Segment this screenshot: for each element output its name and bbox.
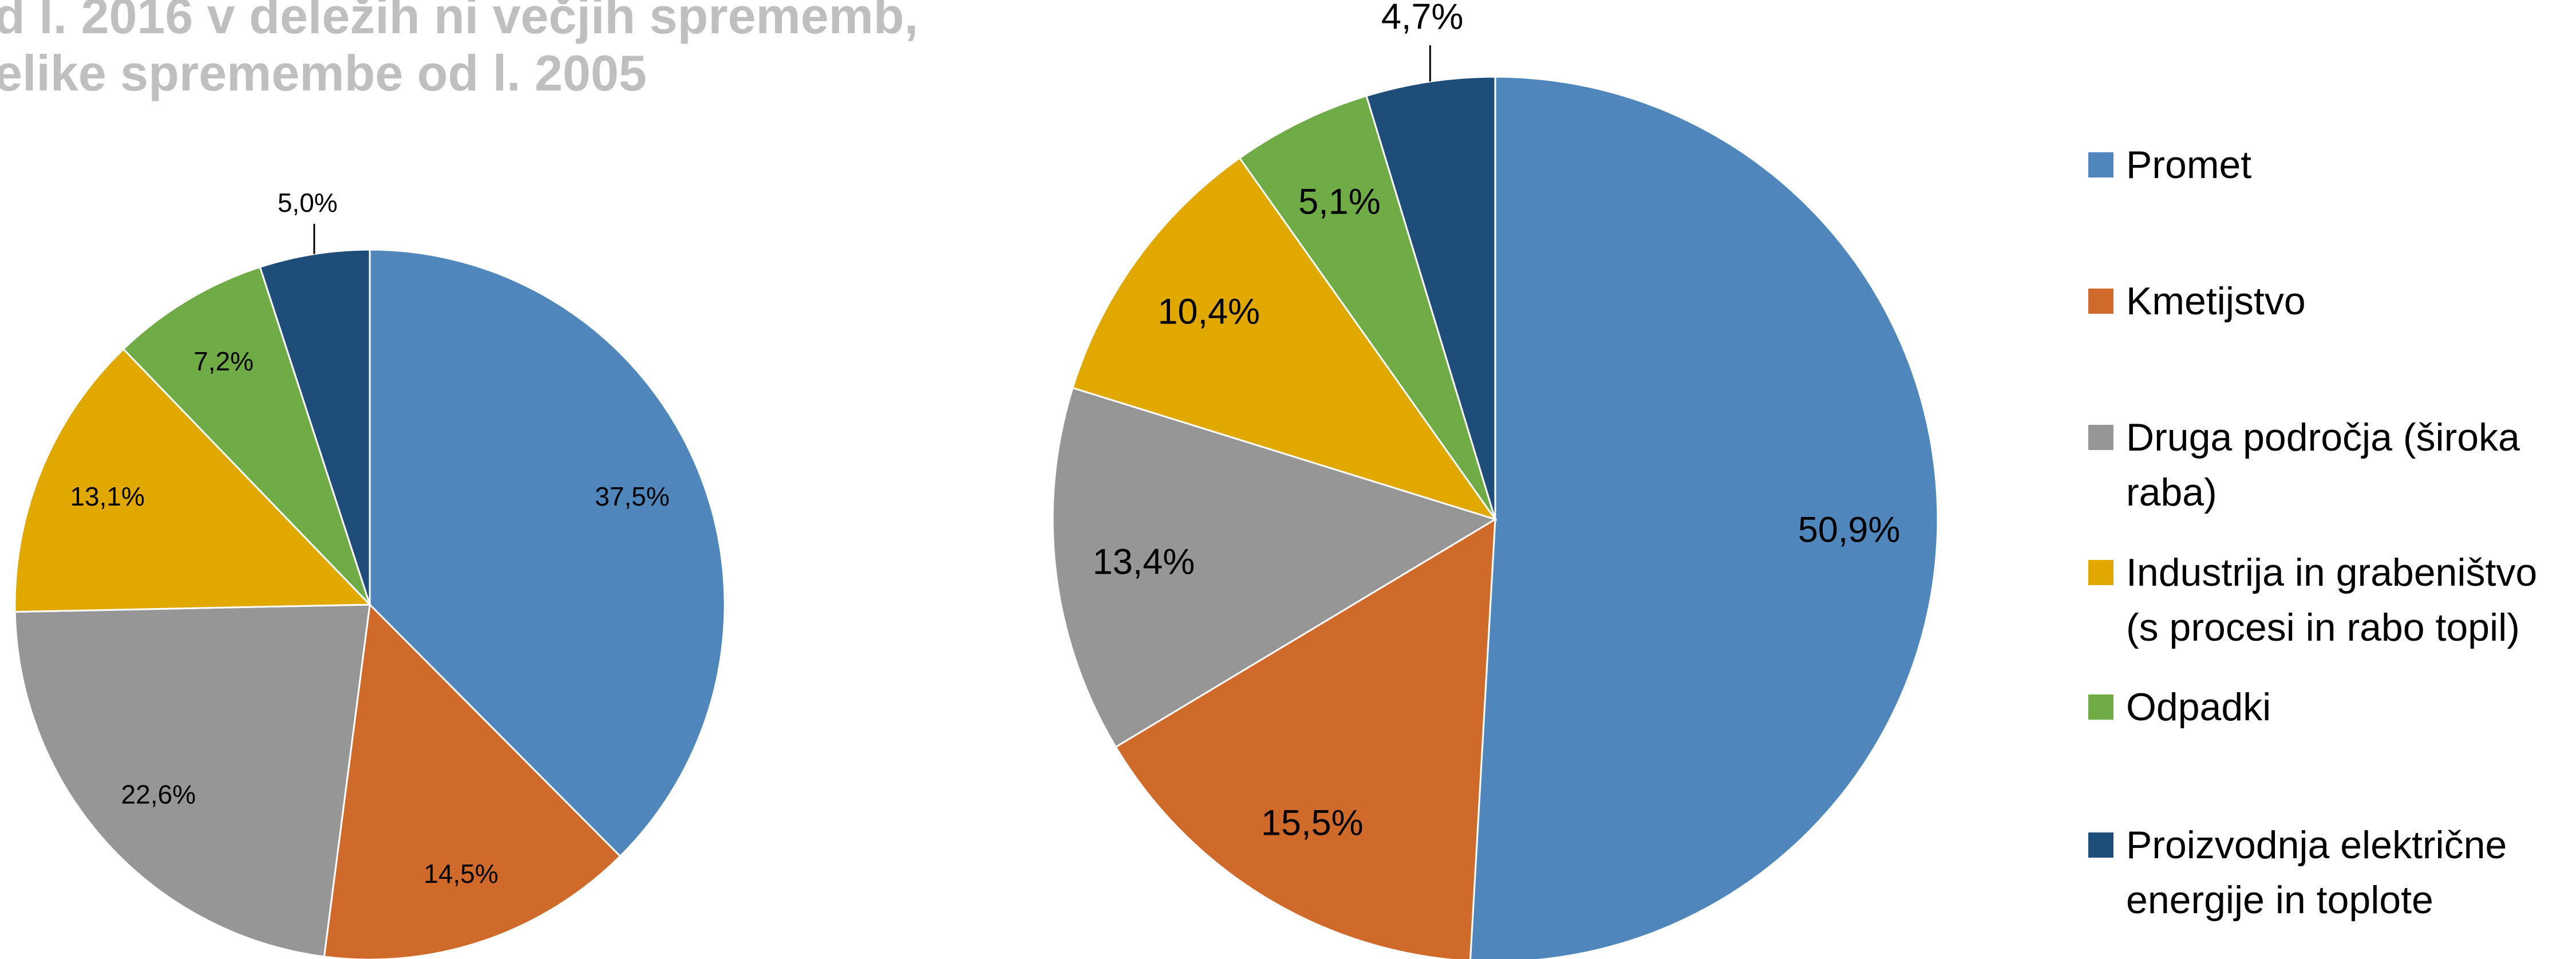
legend-swatch — [2088, 694, 2113, 720]
pie-slice — [122, 266, 371, 606]
legend-entry: Druga področja (široka raba) — [2088, 410, 2575, 520]
data-label: 5,1% — [1298, 182, 1381, 222]
legend-label: Kmetijstvo — [2126, 279, 2306, 323]
pie-slice — [1365, 76, 1496, 520]
legend-swatch — [2088, 560, 2113, 585]
legend-swatch — [2088, 152, 2113, 177]
data-label: 7,2% — [193, 346, 254, 376]
pie-slice — [1072, 156, 1498, 521]
title-line: elike spremembe od l. 2005 — [0, 45, 647, 101]
data-label: 15,5% — [1261, 803, 1364, 843]
legend-entry: Industrija in grabeništvo (s procesi in … — [2088, 545, 2575, 655]
legend-swatch — [2088, 832, 2113, 858]
pie-slice — [14, 603, 371, 958]
data-label: 10,4% — [1157, 292, 1260, 332]
pie-slice — [1115, 518, 1496, 959]
legend-label: Industrija in grabeništvo (s procesi in … — [2126, 551, 2538, 649]
legend-entry: Promet — [2088, 137, 2575, 192]
data-label: 37,5% — [595, 482, 669, 511]
legend-label: Proizvodnja električne energije in toplo… — [2126, 823, 2507, 922]
legend-label: Promet — [2126, 143, 2252, 187]
legend-label: Druga področja (široka raba) — [2126, 416, 2520, 514]
data-label: 22,6% — [121, 779, 196, 809]
pie-slice — [1238, 94, 1496, 520]
legend-swatch — [2088, 289, 2113, 314]
data-label: 4,7% — [1381, 0, 1464, 37]
data-label: 5,0% — [278, 188, 338, 218]
pie-slice — [1052, 386, 1498, 748]
data-label: 50,9% — [1798, 510, 1901, 550]
pie-slice — [323, 602, 622, 959]
legend-entry: Kmetijstvo — [2088, 274, 2575, 329]
data-label: 14,5% — [424, 859, 498, 889]
title-line: d l. 2016 v deležih ni večjih sprememb, — [0, 0, 918, 44]
data-label: 13,4% — [1093, 542, 1195, 582]
legend-swatch — [2088, 425, 2113, 450]
legend-entry: Proizvodnja električne energije in toplo… — [2088, 818, 2575, 928]
pie-slice — [369, 248, 726, 858]
legend-label: Odpadki — [2126, 685, 2271, 729]
pie-slice — [1469, 76, 1939, 959]
pie-slice — [14, 348, 372, 613]
data-label: 13,1% — [70, 482, 144, 511]
legend-entry: Odpadki — [2088, 680, 2575, 735]
